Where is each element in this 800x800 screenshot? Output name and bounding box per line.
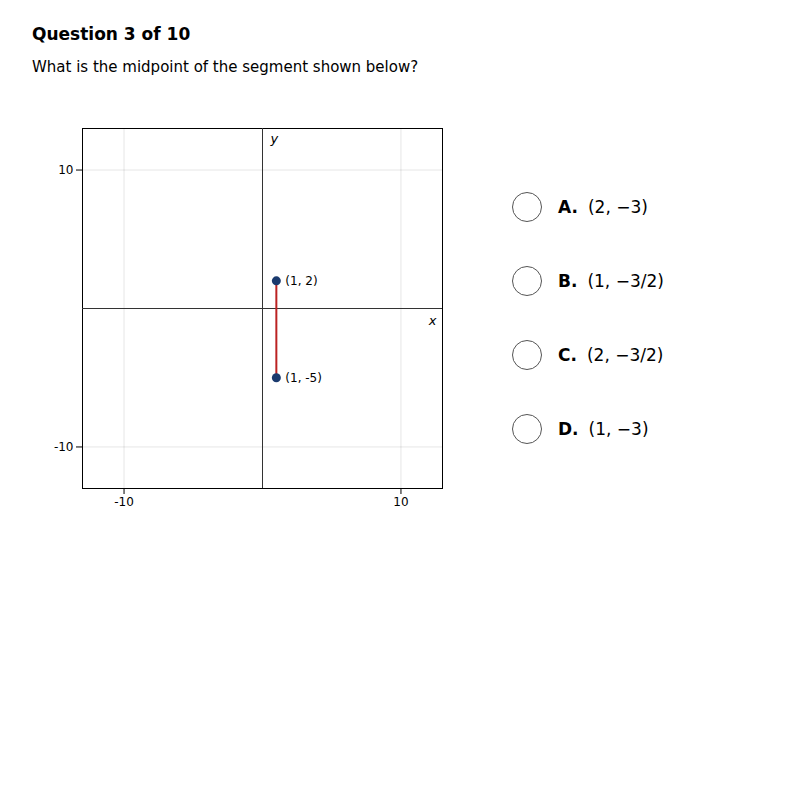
svg-text:x: x: [428, 313, 437, 328]
html-text:C.: C.: [558, 345, 577, 365]
svg-text:(1, 2): (1, 2): [285, 274, 317, 288]
svg-text:(1, -5): (1, -5): [285, 371, 322, 385]
html-text:A.: A.: [558, 197, 578, 217]
svg-text:10: 10: [393, 495, 408, 509]
svg-text:10: 10: [58, 163, 73, 177]
html-text:What is the midpoint of the se: What is the midpoint of the segment show…: [32, 58, 419, 76]
html-text:(1, −3): (1, −3): [588, 419, 649, 439]
svg-text:-10: -10: [54, 440, 74, 454]
svg-text:-10: -10: [114, 495, 134, 509]
html-text:D.: D.: [558, 419, 579, 439]
html-text:(2, −3/2): (2, −3/2): [586, 345, 664, 365]
svg-text:y: y: [270, 131, 279, 146]
html-text:B.: B.: [558, 271, 578, 291]
html-text:(2, −3): (2, −3): [587, 197, 648, 217]
html-text:(1, −3/2): (1, −3/2): [587, 271, 664, 291]
html-text:Question 3 of 10: Question 3 of 10: [32, 24, 191, 44]
